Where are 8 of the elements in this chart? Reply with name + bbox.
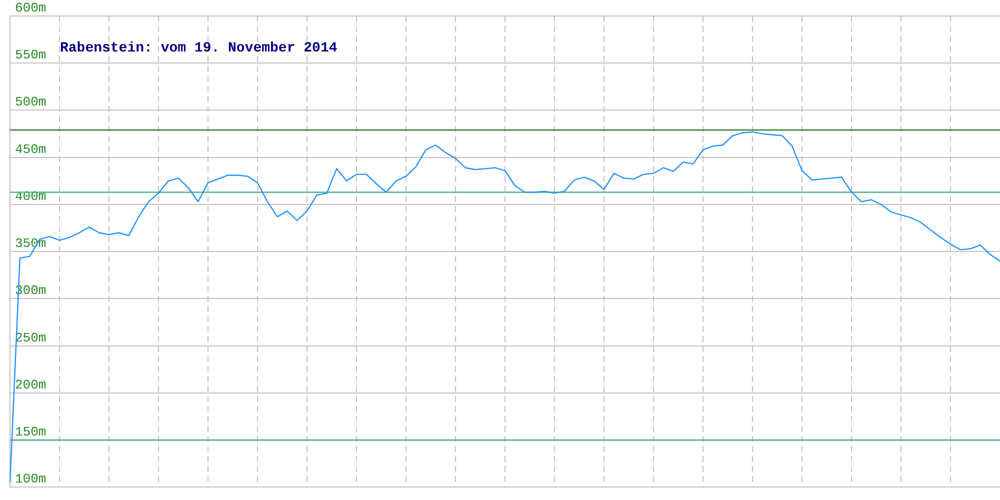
y-tick-label: 600m (15, 0, 46, 16)
y-tick-label: 150m (15, 424, 46, 440)
text: Rabenstein: vom 19. November 2014 (60, 40, 338, 57)
y-tick-label: 450m (15, 142, 46, 157)
y-tick-label: 100m (15, 472, 46, 487)
y-tick-label: 200m (15, 377, 46, 392)
y-tick-label: 500m (15, 94, 46, 110)
y-tick-label: 550m (15, 48, 46, 63)
